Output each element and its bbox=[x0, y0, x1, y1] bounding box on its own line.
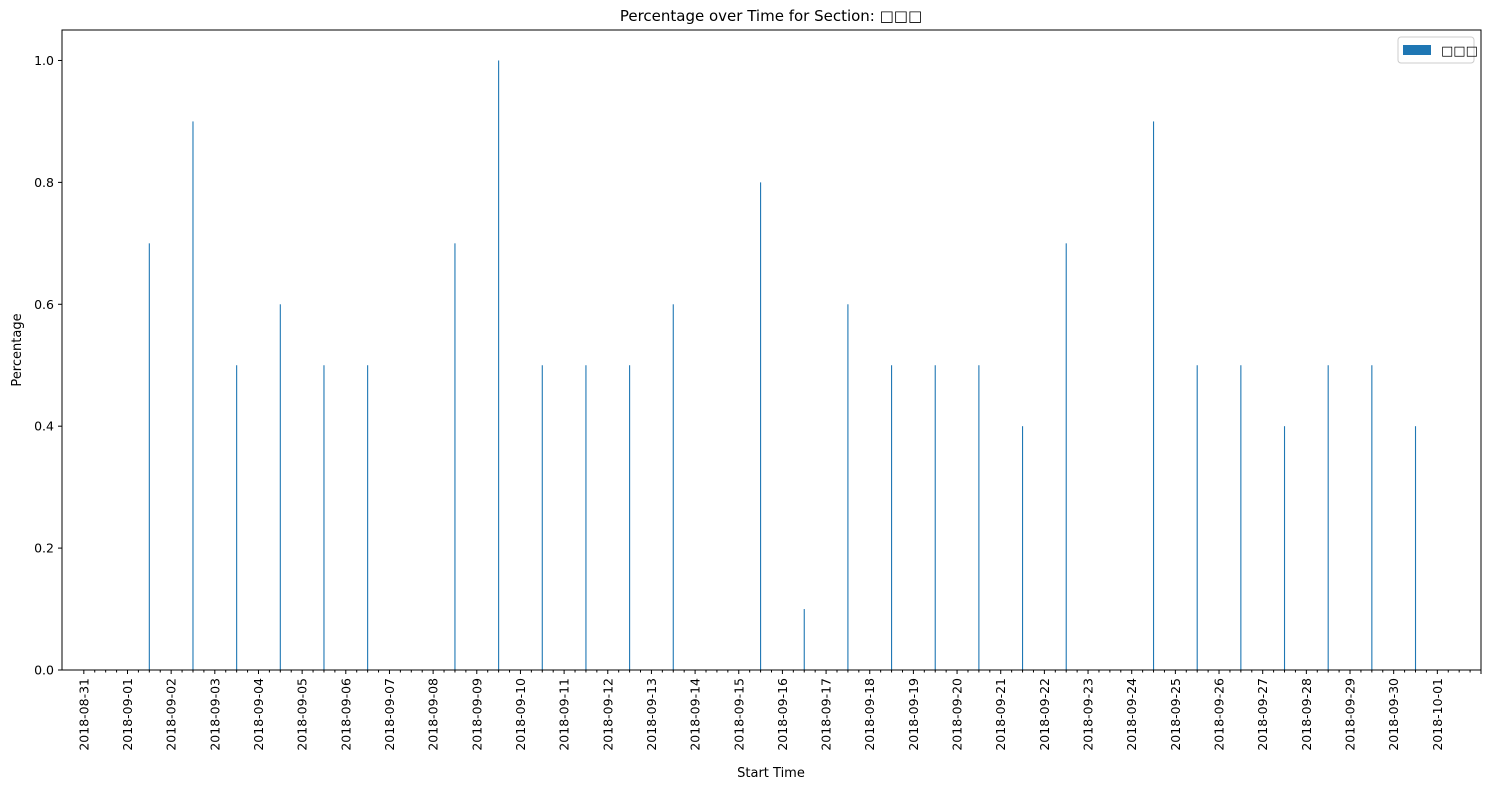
x-tick-label: 2018-09-03 bbox=[207, 678, 222, 751]
bar bbox=[978, 365, 980, 670]
bar bbox=[760, 182, 762, 670]
bar bbox=[1240, 365, 1242, 670]
x-tick-label: 2018-09-19 bbox=[906, 678, 921, 751]
x-tick-label: 2018-09-26 bbox=[1212, 678, 1227, 751]
y-tick-label: 0.2 bbox=[34, 541, 54, 556]
bar bbox=[1152, 121, 1155, 671]
x-tick-label: 2018-09-23 bbox=[1081, 678, 1096, 751]
x-tick-label: 2018-09-11 bbox=[557, 678, 572, 751]
bar bbox=[585, 365, 587, 670]
x-tick-label: 2018-09-04 bbox=[251, 678, 266, 751]
x-tick-label: 2018-09-01 bbox=[120, 678, 135, 751]
y-tick-label: 0.8 bbox=[34, 175, 54, 190]
bar bbox=[279, 304, 281, 670]
bar bbox=[803, 609, 805, 670]
bar bbox=[629, 365, 631, 670]
x-tick-label: 2018-09-16 bbox=[775, 678, 790, 751]
bar bbox=[1414, 426, 1417, 670]
legend-box bbox=[1397, 36, 1475, 64]
legend-swatch bbox=[1403, 45, 1431, 55]
x-tick-label: 2018-09-07 bbox=[382, 678, 397, 751]
x-tick-label: 2018-09-25 bbox=[1168, 678, 1183, 751]
x-axis-label: Start Time bbox=[737, 766, 805, 781]
plot-frame bbox=[61, 29, 1482, 671]
bar bbox=[1065, 243, 1067, 670]
plot-area bbox=[61, 29, 1482, 671]
bar bbox=[1371, 365, 1373, 670]
bar bbox=[891, 365, 893, 670]
bar bbox=[148, 243, 150, 670]
x-axis: 2018-08-31 2018-09-01 2018-09-02 2018-09-03… bbox=[76, 670, 1482, 751]
x-tick-label: 2018-09-02 bbox=[164, 678, 179, 751]
y-tick-label: 1.0 bbox=[34, 53, 54, 68]
x-tick-label: 2018-09-12 bbox=[600, 678, 615, 751]
x-tick-label: 2018-09-29 bbox=[1343, 678, 1358, 751]
bar bbox=[1022, 426, 1024, 670]
bar bbox=[323, 365, 325, 670]
x-tick-label: 2018-09-10 bbox=[513, 678, 528, 751]
x-tick-label: 2018-09-21 bbox=[993, 678, 1008, 751]
legend: □□□ bbox=[1397, 36, 1478, 64]
y-tick-label: 0.4 bbox=[34, 419, 54, 434]
y-axis-label: Percentage bbox=[10, 313, 25, 386]
x-tick-label: 2018-09-13 bbox=[644, 678, 659, 751]
chart-title: Percentage over Time for Section: □□□ bbox=[620, 7, 922, 25]
x-tick-label: 2018-09-09 bbox=[469, 678, 484, 751]
bar bbox=[1283, 426, 1286, 670]
x-tick-label: 2018-09-15 bbox=[731, 678, 746, 751]
legend-label: □□□ bbox=[1441, 44, 1478, 59]
x-tick-label: 2018-09-20 bbox=[950, 678, 965, 751]
bar bbox=[454, 243, 456, 670]
bar bbox=[1327, 365, 1329, 670]
bar bbox=[672, 304, 674, 670]
bar bbox=[236, 365, 238, 670]
x-tick-label: 2018-09-14 bbox=[688, 678, 703, 751]
bar bbox=[498, 60, 500, 671]
bar bbox=[541, 365, 543, 670]
x-tick-label: 2018-09-22 bbox=[1037, 678, 1052, 751]
bar bbox=[934, 365, 936, 670]
y-tick-label: 0.6 bbox=[34, 297, 54, 312]
y-axis: 0.0 0.2 0.4 0.6 0.8 1.0 bbox=[34, 53, 62, 678]
x-tick-label: 2018-09-08 bbox=[426, 678, 441, 751]
bar bbox=[192, 121, 194, 671]
x-tick-label: 2018-09-17 bbox=[819, 678, 834, 751]
bar bbox=[367, 365, 369, 670]
x-tick-label: 2018-09-06 bbox=[338, 678, 353, 751]
x-tick-label: 2018-08-31 bbox=[76, 678, 91, 751]
x-tick-label: 2018-09-24 bbox=[1124, 678, 1139, 751]
x-tick-label: 2018-09-30 bbox=[1386, 678, 1401, 751]
y-tick-label: 0.0 bbox=[34, 663, 54, 678]
x-tick-label: 2018-09-27 bbox=[1255, 678, 1270, 751]
x-tick-label: 2018-09-18 bbox=[862, 678, 877, 751]
bar bbox=[847, 304, 849, 670]
x-tick-label: 2018-09-05 bbox=[295, 678, 310, 751]
x-tick-label: 2018-09-28 bbox=[1299, 678, 1314, 751]
bar bbox=[1196, 365, 1198, 670]
x-tick-label: 2018-10-01 bbox=[1430, 678, 1445, 751]
